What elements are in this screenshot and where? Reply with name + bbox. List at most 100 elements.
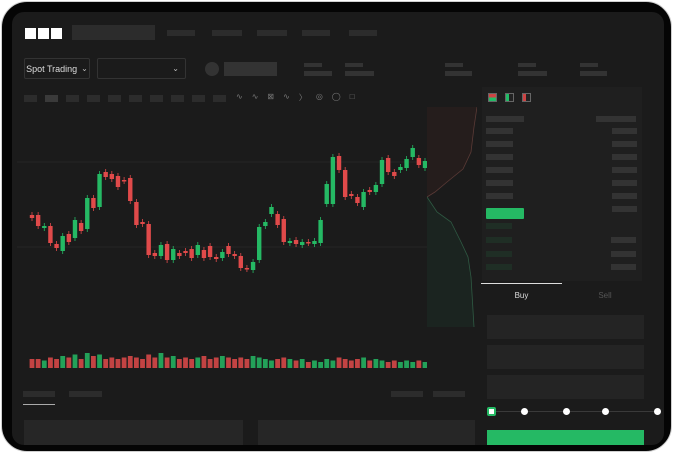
timeframe-button[interactable] [213,95,226,102]
volume-bar [66,357,72,368]
leverage-slider-track[interactable] [490,411,658,412]
nav-item[interactable] [302,30,330,36]
ask-amount [612,206,637,212]
bottom-action[interactable] [391,391,423,397]
volume-bar [195,357,201,368]
nav-item[interactable] [257,30,287,36]
last-price-badge [486,208,524,219]
candle-style-icon[interactable]: ⊠ [267,92,275,101]
candle-body [404,159,409,168]
candle-body [103,172,108,177]
timeframe-button[interactable] [87,95,100,102]
ruler-icon[interactable]: 〉 [298,93,307,102]
volume-bar [238,357,244,368]
candle-body [66,234,72,242]
candle-body [398,167,403,170]
candle-body [422,161,427,168]
line-tool-icon[interactable]: ∿ [283,92,290,101]
sell-tab[interactable]: Sell [598,291,612,300]
volume-bar [422,362,427,368]
volume-bar [176,359,182,368]
candle-body [385,158,391,172]
candle-body [361,192,366,207]
timeframe-button[interactable] [171,95,184,102]
stat-label [580,63,598,67]
timeframe-button[interactable] [45,95,58,102]
candle-body [146,224,151,255]
bid-price [486,264,512,270]
volume-bar [330,360,336,368]
volume-bar [250,356,256,368]
volume-bar [342,359,348,368]
ask-depth-area [427,107,477,197]
volume-bar [269,360,274,368]
timeframe-button[interactable] [192,95,205,102]
pair-selector-dropdown[interactable]: ⌄ [97,58,186,79]
volume-bar [54,359,59,368]
volume-bar [226,357,231,368]
slider-step[interactable] [654,408,661,415]
ask-amount [612,128,637,134]
candle-body [177,253,182,256]
candle-body [35,215,41,226]
buy-tab[interactable]: Buy [514,291,529,300]
candle-body [257,227,262,260]
okx-logo[interactable] [25,28,63,39]
candle-body [318,220,323,243]
bottom-tab-open-orders[interactable] [23,391,55,397]
buy-submit-button[interactable] [487,430,644,445]
settings-icon[interactable]: ◯ [331,92,341,101]
candle-body [312,241,317,244]
volume-bar [121,357,127,368]
stat-value [345,71,374,76]
nav-item[interactable] [349,30,377,36]
spot-trading-dropdown[interactable]: Spot Trading ⌄ [24,58,90,79]
fullscreen-icon[interactable]: □ [349,92,355,101]
bid-price [486,223,512,229]
bottom-tab-history[interactable] [69,391,102,397]
volume-bar [72,354,78,368]
timeframe-button[interactable] [129,95,142,102]
volume-bar [127,356,133,368]
orderbook-buy-icon[interactable] [505,93,514,102]
orderbook-both-icon[interactable] [488,93,497,102]
ask-price [486,180,513,186]
candle-body [109,174,115,179]
timeframe-button[interactable] [108,95,121,102]
ask-price [486,128,513,134]
chart-type-icon[interactable]: ∿ [251,92,259,101]
candle-body [60,236,65,251]
timeframe-button[interactable] [66,95,79,102]
candle-body [183,251,188,253]
bid-amount [611,237,636,243]
candle-body [299,242,305,245]
volume-bar [361,357,366,368]
candlestick-chart[interactable] [17,107,427,377]
leverage-slider-handle[interactable] [487,407,496,416]
candle-body [275,214,280,225]
candle-body [238,256,243,268]
timeframe-button[interactable] [150,95,163,102]
candle-body [220,252,225,258]
timeframe-button[interactable] [24,95,37,102]
bottom-action[interactable] [433,391,465,397]
total-input[interactable] [487,375,644,399]
price-input[interactable] [487,315,644,339]
volume-bar [287,359,293,368]
nav-item[interactable] [167,30,195,36]
amount-input[interactable] [487,345,644,369]
nav-item[interactable] [212,30,242,36]
volume-bar [293,360,299,368]
indicator-icon[interactable]: ∿ [236,92,243,101]
candle-body [244,268,250,270]
orderbook-sell-icon[interactable] [522,93,531,102]
candle-body [250,262,256,270]
slider-step[interactable] [563,408,570,415]
candle-body [263,222,268,226]
slider-step[interactable] [602,408,609,415]
candle-body [134,202,139,225]
volume-bar [373,359,379,368]
circle-icon[interactable]: ◎ [315,92,323,101]
search-bar[interactable] [72,25,155,40]
slider-step[interactable] [521,408,528,415]
